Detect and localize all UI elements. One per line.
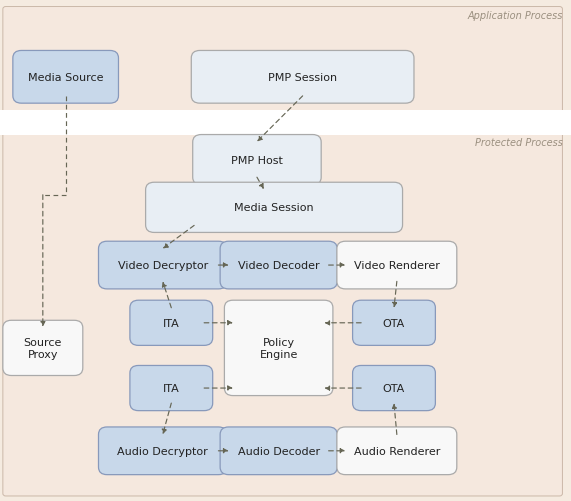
FancyBboxPatch shape [98,427,227,475]
FancyBboxPatch shape [220,241,337,289]
Text: OTA: OTA [383,318,405,328]
Text: ITA: ITA [163,383,180,393]
Text: Source
Proxy: Source Proxy [23,337,62,359]
Text: Audio Decoder: Audio Decoder [238,446,320,456]
FancyBboxPatch shape [3,321,83,376]
Text: Video Renderer: Video Renderer [354,261,440,271]
Text: ITA: ITA [163,318,180,328]
FancyBboxPatch shape [3,8,562,115]
Text: Media Source: Media Source [28,73,103,83]
FancyBboxPatch shape [130,301,212,346]
FancyBboxPatch shape [130,366,212,411]
FancyBboxPatch shape [224,301,333,396]
FancyBboxPatch shape [146,183,403,233]
Text: Media Session: Media Session [234,203,314,213]
FancyBboxPatch shape [220,427,337,475]
Text: PMP Session: PMP Session [268,73,337,83]
Text: Audio Renderer: Audio Renderer [353,446,440,456]
Text: Application Process: Application Process [467,11,562,21]
FancyBboxPatch shape [191,51,414,104]
FancyBboxPatch shape [193,135,321,185]
FancyBboxPatch shape [352,366,435,411]
FancyBboxPatch shape [98,241,227,289]
Text: Audio Decryptor: Audio Decryptor [118,446,208,456]
Text: Video Decoder: Video Decoder [238,261,319,271]
Bar [0,111,571,135]
Text: Protected Process: Protected Process [475,137,562,147]
FancyBboxPatch shape [337,427,457,475]
FancyBboxPatch shape [13,51,119,104]
FancyBboxPatch shape [3,133,562,496]
FancyBboxPatch shape [337,241,457,289]
Text: Video Decryptor: Video Decryptor [118,261,208,271]
Text: Policy
Engine: Policy Engine [259,337,298,359]
Text: PMP Host: PMP Host [231,155,283,165]
FancyBboxPatch shape [352,301,435,346]
Text: OTA: OTA [383,383,405,393]
